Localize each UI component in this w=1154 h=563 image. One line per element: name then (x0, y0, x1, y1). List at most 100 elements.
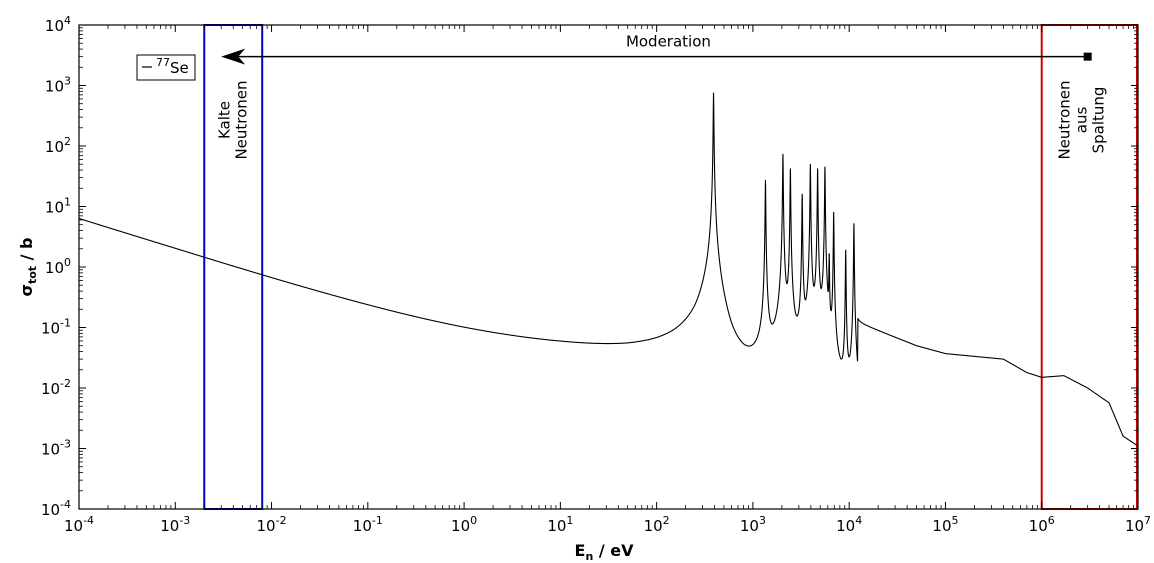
fission-neutron-label-line: aus (1073, 107, 1091, 134)
legend: 77Se (136, 54, 196, 81)
legend-label: 77Se (156, 56, 189, 77)
resonance-peak-point (853, 223, 855, 225)
resonance-peak-point (833, 211, 835, 213)
y-tick-label-exp: -2 (60, 377, 71, 390)
x-axis-title-main: E (575, 541, 586, 560)
x-tick-label: 107 (1125, 514, 1151, 535)
ticks-layer: 10-4 10-3 10-2 10-1 100 101 102 103 104 105 106 107… (41, 14, 1151, 535)
x-tick-label-base: 10 (160, 517, 179, 535)
y-tick-label-exp: -1 (60, 317, 71, 330)
legend-isotope-symbol: Se (170, 59, 189, 77)
resonance-peak-point (817, 168, 819, 170)
y-axis-title-main: σ (17, 284, 36, 296)
x-tick-label-base: 10 (353, 517, 372, 535)
x-axis-title-sub: n (585, 550, 593, 563)
x-tick-label-base: 10 (644, 517, 663, 535)
resonance-peak-point (764, 179, 766, 181)
y-tick-label-exp: -4 (60, 498, 71, 511)
x-tick-label-exp: -3 (179, 514, 190, 527)
y-tick-label-base: 10 (45, 78, 64, 96)
x-tick-label-exp: 1 (566, 514, 573, 527)
x-tick-label-base: 10 (1029, 517, 1048, 535)
y-tick-label: 10-3 (41, 438, 71, 459)
x-tick-label-base: 10 (64, 517, 83, 535)
x-tick-label: 10-4 (64, 514, 94, 535)
legend-isotope-mass: 77 (156, 56, 170, 69)
y-tick-label-base: 10 (41, 380, 60, 398)
resonance-peak-point (809, 163, 811, 165)
y-tick-label-exp: 4 (64, 14, 71, 27)
moderation-arrow-head (221, 48, 246, 65)
x-tick-label-base: 10 (836, 517, 855, 535)
x-tick-label-exp: -4 (83, 514, 94, 527)
x-tick-label: 103 (740, 514, 766, 535)
x-tick-label: 10-1 (353, 514, 383, 535)
y-axis-title-unit: / b (17, 238, 36, 266)
y-tick-label-base: 10 (45, 138, 64, 156)
y-tick-label-base: 10 (41, 320, 60, 338)
moderation-label: Moderation (626, 33, 711, 51)
y-tick-label-exp: 1 (64, 196, 71, 209)
resonance-peak-point (789, 168, 791, 170)
x-tick-label-exp: 5 (952, 514, 959, 527)
y-tick-label-exp: 2 (64, 135, 71, 148)
y-tick-label: 10-4 (41, 498, 71, 519)
y-tick-label-base: 10 (45, 259, 64, 277)
x-tick-label-exp: 0 (470, 514, 477, 527)
x-tick-label: 10-2 (257, 514, 287, 535)
x-tick-label-exp: 6 (1048, 514, 1055, 527)
cold-neutron-label-line: Kalte (216, 101, 234, 139)
x-tick-label-base: 10 (257, 517, 276, 535)
x-tick-label-base: 10 (932, 517, 951, 535)
x-tick-label-exp: -2 (276, 514, 287, 527)
x-tick-label: 104 (836, 514, 862, 535)
y-tick-label: 101 (45, 196, 71, 217)
y-tick-label-base: 10 (41, 501, 60, 519)
y-axis-title: σtot / b (17, 238, 39, 297)
resonance-peak-point (801, 193, 803, 195)
y-tick-label: 102 (45, 135, 71, 156)
y-tick-label: 10-1 (41, 317, 71, 338)
resonance-peak-point (828, 254, 830, 256)
resonance-peak-point (845, 249, 847, 251)
resonance-peak-point (824, 166, 826, 168)
x-tick-label: 10-3 (160, 514, 190, 535)
x-tick-label-exp: -1 (372, 514, 383, 527)
cold-neutron-label: Kalte Neutronen (216, 80, 251, 159)
x-tick-label: 102 (644, 514, 670, 535)
regions-layer (203, 24, 1139, 510)
y-tick-label: 10-2 (41, 377, 71, 398)
x-tick-label: 100 (451, 514, 477, 535)
moderation-arrow-start-marker (1083, 52, 1092, 61)
fission-neutron-label: Neutronen aus Spaltung (1056, 80, 1108, 159)
series-layer (78, 92, 1139, 447)
y-tick-label-exp: -3 (60, 438, 71, 451)
fission-neutron-label-line: Spaltung (1090, 87, 1108, 154)
series-line-77se (78, 92, 1139, 447)
x-tick-label: 105 (932, 514, 958, 535)
x-tick-label-base: 10 (451, 517, 470, 535)
x-tick-label: 106 (1029, 514, 1055, 535)
y-axis-title-sub: tot (26, 266, 39, 284)
x-tick-label-base: 10 (1125, 517, 1144, 535)
x-tick-label-exp: 4 (855, 514, 862, 527)
y-tick-label-base: 10 (45, 199, 64, 217)
fission-neutron-label-line: Neutronen (1056, 80, 1074, 159)
y-tick-label-exp: 3 (64, 75, 71, 88)
x-tick-label-exp: 7 (1144, 514, 1151, 527)
plot-frame (78, 24, 1139, 510)
x-tick-label-exp: 2 (663, 514, 670, 527)
x-tick-label: 101 (547, 514, 573, 535)
x-axis-title: En / eV (575, 541, 635, 563)
x-tick-label-base: 10 (740, 517, 759, 535)
y-tick-label-base: 10 (41, 441, 60, 459)
resonance-peak-point (713, 92, 715, 94)
cold-neutron-label-line: Neutronen (233, 80, 251, 159)
resonance-peak-point (782, 153, 784, 155)
y-tick-label-exp: 0 (64, 256, 71, 269)
x-axis-title-unit: / eV (593, 541, 634, 560)
x-tick-label-base: 10 (547, 517, 566, 535)
y-tick-label: 104 (45, 14, 71, 35)
